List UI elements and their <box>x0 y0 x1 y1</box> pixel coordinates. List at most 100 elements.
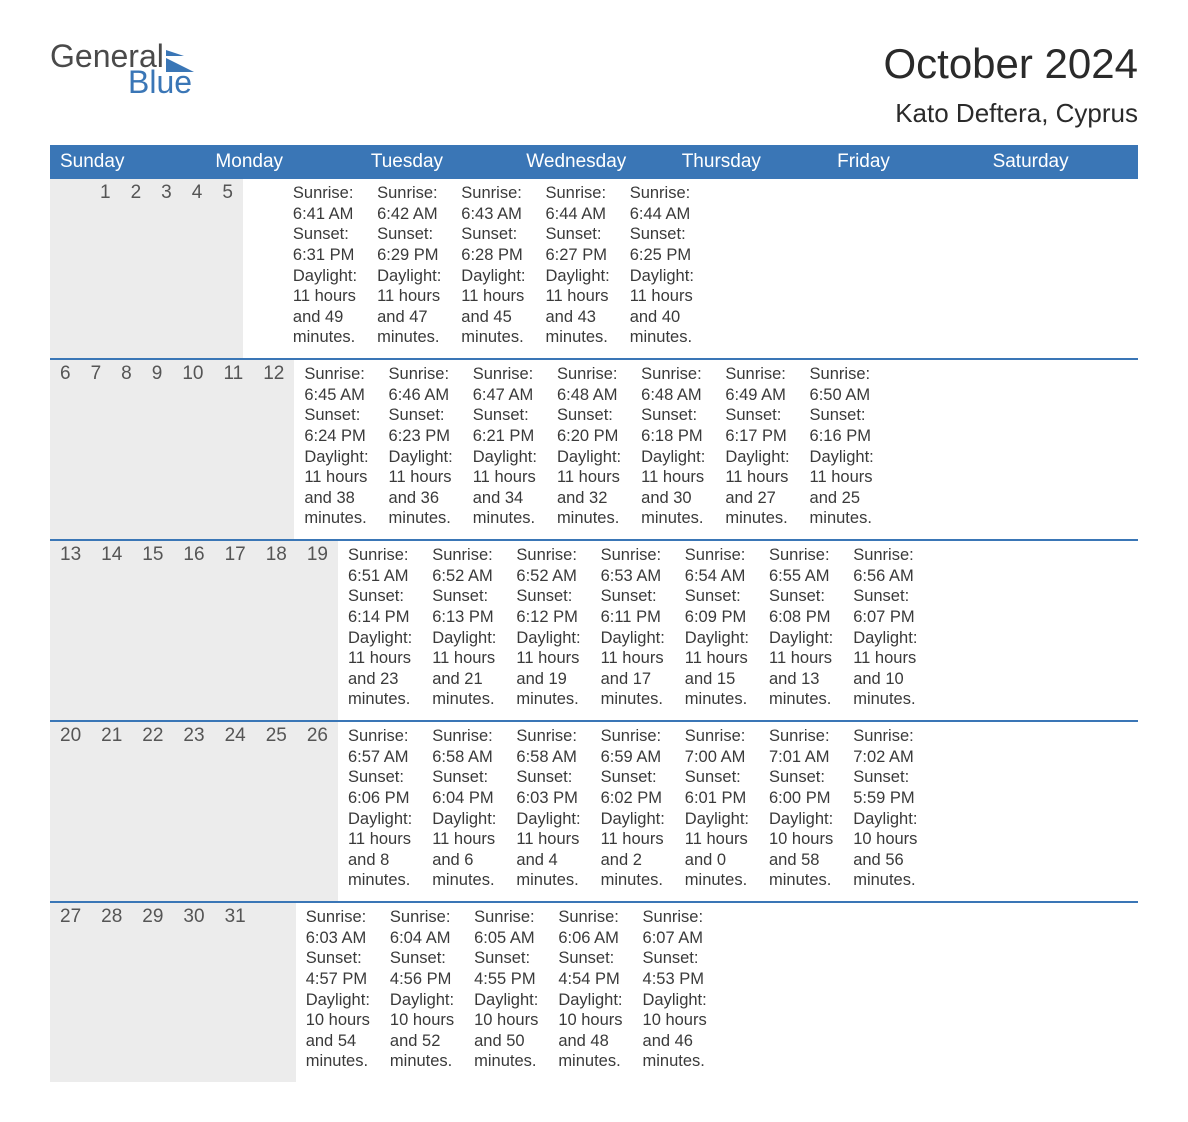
sunrise-text: Sunrise: 6:59 AM <box>601 726 665 767</box>
daylight-text: Daylight: 11 hours and 32 minutes. <box>557 447 621 530</box>
week-body: Sunrise: 6:45 AMSunset: 6:24 PM Daylight:… <box>294 360 883 539</box>
day-cell: Sunrise: 6:54 AMSunset: 6:09 PMDaylight:… <box>675 541 759 720</box>
day-number: 18 <box>256 541 297 720</box>
daylight-text: Daylight: 11 hours and 49 minutes. <box>293 266 357 349</box>
sunrise-text: Sunrise: 7:00 AM <box>685 726 749 767</box>
sunrise-text: Sunrise: 6:48 AM <box>557 364 621 405</box>
sunrise-text: Sunrise: 6:04 AM <box>390 907 454 948</box>
month-title: October 2024 <box>883 40 1138 88</box>
day-cell: Sunrise: 6:58 AMSunset: 6:03 PMDaylight:… <box>506 722 590 901</box>
daylight-text: Daylight: 10 hours and 52 minutes. <box>390 990 454 1073</box>
sunset-text: Sunset: 6:20 PM <box>557 405 621 446</box>
sunset-text: Sunset: 6:12 PM <box>516 586 580 627</box>
day-number: 24 <box>215 722 256 901</box>
sunset-text: Sunset: 6:07 PM <box>853 586 917 627</box>
daylight-text: Daylight: 11 hours and 8 minutes. <box>348 809 412 892</box>
day-number: 2 <box>121 179 152 358</box>
daylight-text: Daylight: 11 hours and 30 minutes. <box>641 447 705 530</box>
dow-friday: Friday <box>827 145 982 179</box>
day-number: 25 <box>256 722 297 901</box>
day-number-row: 20212223242526 <box>50 722 338 901</box>
sunset-text: Sunset: 6:18 PM <box>641 405 705 446</box>
daylight-text: Daylight: 11 hours and 34 minutes. <box>473 447 537 530</box>
daylight-text: Daylight: 10 hours and 48 minutes. <box>558 990 622 1073</box>
sunrise-text: Sunrise: 6:52 AM <box>516 545 580 586</box>
day-cell: Sunrise: 6:49 AMSunset: 6:17 PMDaylight:… <box>715 360 799 539</box>
sunrise-text: Sunrise: 6:44 AM <box>546 183 610 224</box>
sunrise-text: Sunrise: 6:54 AM <box>685 545 749 586</box>
day-number: 21 <box>91 722 132 901</box>
sunrise-text: Sunrise: 6:56 AM <box>853 545 917 586</box>
sunset-text: Sunset: 6:04 PM <box>432 767 496 808</box>
daylight-text: Daylight: 10 hours and 46 minutes. <box>643 990 707 1073</box>
day-cell: Sunrise: 6:48 AMSunset: 6:18 PMDaylight:… <box>631 360 715 539</box>
day-cell: Sunrise: 6:06 AMSunset: 4:54 PMDaylight:… <box>548 903 632 1082</box>
day-cell: Sunrise: 6:46 AMSunset: 6:23 PMDaylight:… <box>379 360 463 539</box>
sunset-text: Sunset: 6:25 PM <box>630 224 694 265</box>
sunset-text: Sunset: 6:27 PM <box>546 224 610 265</box>
sunrise-text: Sunrise: 6:57 AM <box>348 726 412 767</box>
sunrise-text: Sunrise: 6:50 AM <box>810 364 874 405</box>
daylight-text: Daylight: 11 hours and 36 minutes. <box>389 447 453 530</box>
dow-saturday: Saturday <box>983 145 1138 179</box>
day-number: 8 <box>111 360 142 539</box>
daylight-text: Daylight: 11 hours and 19 minutes. <box>516 628 580 711</box>
sunset-text: Sunset: 6:01 PM <box>685 767 749 808</box>
day-cell <box>717 903 737 1082</box>
day-number: 11 <box>213 360 253 539</box>
day-cell: Sunrise: 6:47 AMSunset: 6:21 PMDaylight:… <box>463 360 547 539</box>
day-number: 6 <box>50 360 81 539</box>
daylight-text: Daylight: 10 hours and 50 minutes. <box>474 990 538 1073</box>
day-cell: Sunrise: 6:52 AMSunset: 6:13 PMDaylight:… <box>422 541 506 720</box>
daylight-text: Daylight: 11 hours and 13 minutes. <box>769 628 833 711</box>
sunset-text: Sunset: 4:57 PM <box>306 948 370 989</box>
daylight-text: Daylight: 11 hours and 10 minutes. <box>853 628 917 711</box>
day-cell: Sunrise: 6:48 AMSunset: 6:20 PMDaylight:… <box>547 360 631 539</box>
day-number: 22 <box>132 722 173 901</box>
day-cell: Sunrise: 7:00 AMSunset: 6:01 PMDaylight:… <box>675 722 759 901</box>
sunset-text: Sunset: 6:17 PM <box>725 405 789 446</box>
day-cell: Sunrise: 6:41 AMSunset: 6:31 PMDaylight:… <box>283 179 367 358</box>
sunrise-text: Sunrise: 6:45 AM <box>304 364 368 405</box>
day-number: 19 <box>297 541 338 720</box>
sunset-text: Sunset: 6:08 PM <box>769 586 833 627</box>
daylight-text: Daylight: 11 hours and 2 minutes. <box>601 809 665 892</box>
sunrise-text: Sunrise: 6:07 AM <box>643 907 707 948</box>
day-cell <box>263 179 283 358</box>
sunset-text: Sunset: 6:11 PM <box>601 586 665 627</box>
sunset-text: Sunset: 6:21 PM <box>473 405 537 446</box>
day-cell: Sunrise: 6:44 AMSunset: 6:25 PMDaylight:… <box>620 179 704 358</box>
day-number: 14 <box>91 541 132 720</box>
daylight-text: Daylight: 10 hours and 56 minutes. <box>853 809 917 892</box>
day-number: 28 <box>91 903 132 1082</box>
sunset-text: Sunset: 4:54 PM <box>558 948 622 989</box>
day-cell: Sunrise: 6:51 AMSunset: 6:14 PMDaylight:… <box>338 541 422 720</box>
dow-thursday: Thursday <box>672 145 827 179</box>
day-number: 16 <box>173 541 214 720</box>
day-number: 12 <box>253 360 294 539</box>
day-number: 9 <box>142 360 173 539</box>
day-cell: Sunrise: 6:56 AMSunset: 6:07 PMDaylight:… <box>843 541 927 720</box>
week-body: Sunrise: 6:03 AMSunset: 4:57 PMDaylight:… <box>296 903 757 1082</box>
day-cell: Sunrise: 6:57 AMSunset: 6:06 PMDaylight:… <box>338 722 422 901</box>
day-cell: Sunrise: 7:02 AMSunset: 5:59 PMDaylight:… <box>843 722 927 901</box>
day-cell: Sunrise: 6:42 AMSunset: 6:29 PMDaylight:… <box>367 179 451 358</box>
sunset-text: Sunset: 4:53 PM <box>643 948 707 989</box>
sunrise-text: Sunrise: 6:44 AM <box>630 183 694 224</box>
week-row: 13141516171819Sunrise: 6:51 AMSunset: 6:… <box>50 539 1138 720</box>
daylight-text: Daylight: 11 hours and 4 minutes. <box>516 809 580 892</box>
sunset-text: Sunset: 6:02 PM <box>601 767 665 808</box>
sunset-text: Sunset: 6:24 PM <box>304 405 368 446</box>
sunrise-text: Sunrise: 6:43 AM <box>461 183 525 224</box>
sunrise-text: Sunrise: 6:06 AM <box>558 907 622 948</box>
sunrise-text: Sunrise: 6:47 AM <box>473 364 537 405</box>
week-row: 6789101112Sunrise: 6:45 AMSunset: 6:24 P… <box>50 358 1138 539</box>
dow-monday: Monday <box>205 145 360 179</box>
sunrise-text: Sunrise: 6:49 AM <box>725 364 789 405</box>
sunset-text: Sunset: 6:06 PM <box>348 767 412 808</box>
day-number: 5 <box>212 179 243 358</box>
sunset-text: Sunset: 6:28 PM <box>461 224 525 265</box>
day-number: 15 <box>132 541 173 720</box>
day-cell: Sunrise: 6:58 AMSunset: 6:04 PMDaylight:… <box>422 722 506 901</box>
daylight-text: Daylight: 11 hours and 23 minutes. <box>348 628 412 711</box>
